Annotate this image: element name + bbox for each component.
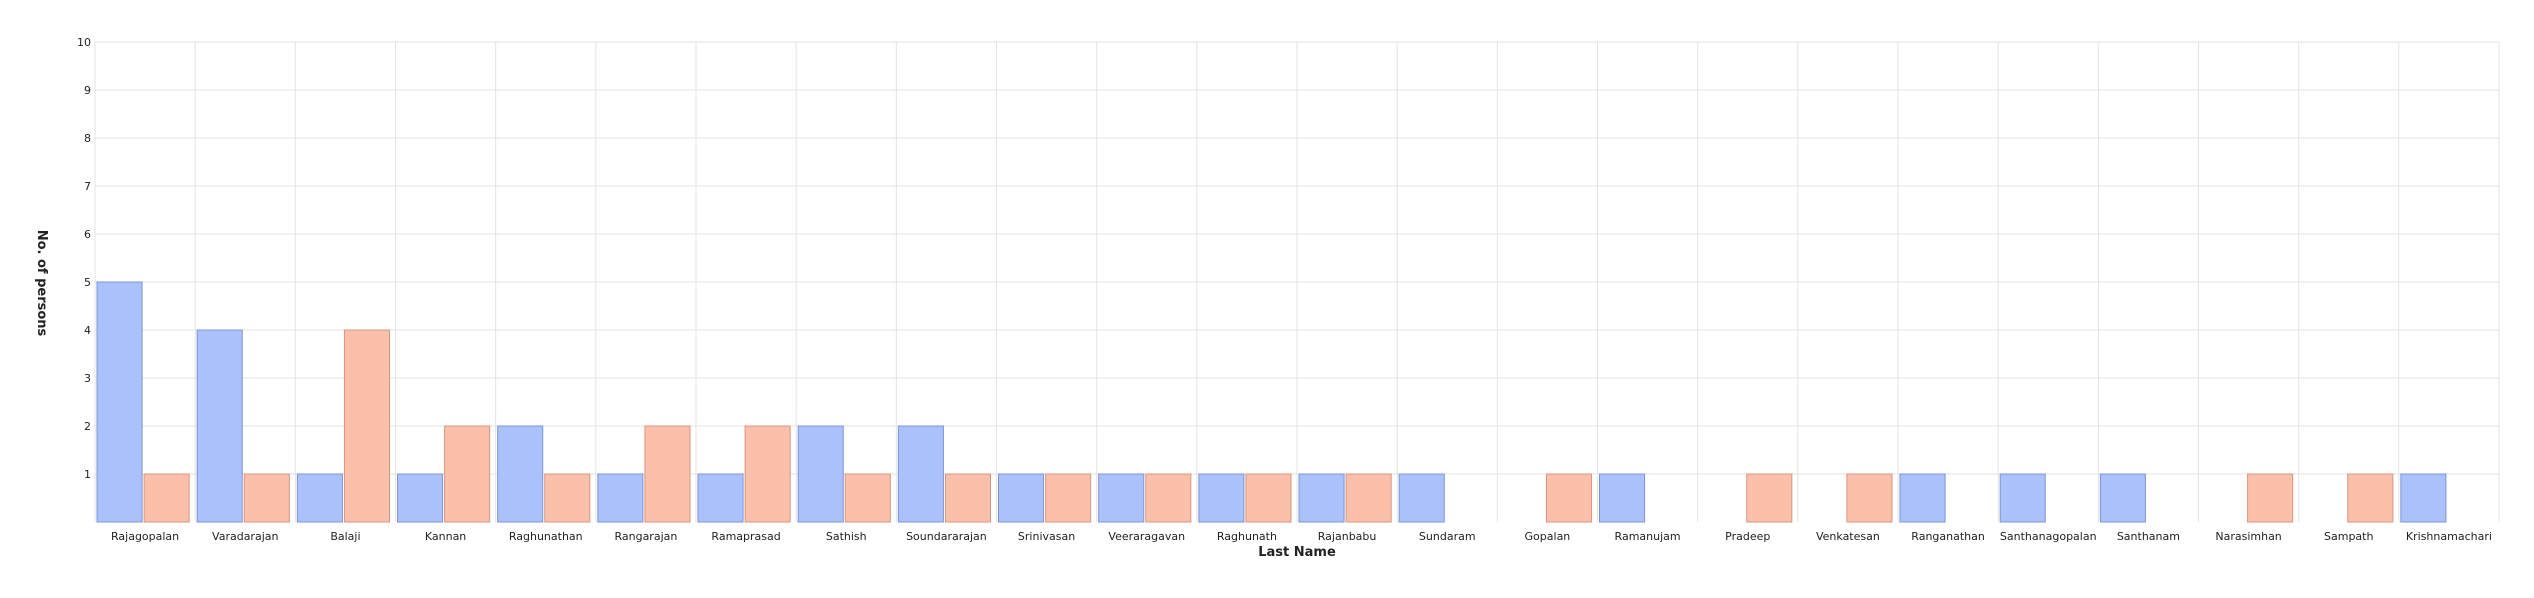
bar: [844, 473, 891, 523]
bar: [243, 473, 290, 523]
x-tick-label: Raghunathan: [509, 530, 583, 543]
bar: [897, 425, 944, 523]
bar: [1545, 473, 1592, 523]
bar: [1398, 473, 1445, 523]
y-tick-label: 8: [84, 132, 91, 145]
x-tick-label: Pradeep: [1725, 530, 1770, 543]
x-tick-label: Gopalan: [1525, 530, 1571, 543]
x-tick-label: Veeraragavan: [1108, 530, 1185, 543]
grid: [94, 41, 2500, 522]
bar: [1846, 473, 1893, 523]
x-tick-label: Srinivasan: [1018, 530, 1075, 543]
bar: [697, 473, 744, 523]
tick-labels: 1 2 3 4 5 6 7 8 9 10 Rajagopalan Varadarajan Balaji K…: [77, 36, 2492, 543]
bar: [96, 281, 143, 523]
y-axis-title: No. of persons: [34, 230, 49, 337]
bar: [1198, 473, 1245, 523]
x-tick-label: Narasimhan: [2215, 530, 2281, 543]
y-tick-label: 10: [77, 36, 91, 49]
x-tick-label: Raghunath: [1217, 530, 1277, 543]
bar: [944, 473, 992, 523]
x-tick-label: Sampath: [2324, 530, 2373, 543]
y-tick-label: 2: [84, 420, 91, 433]
y-tick-label: 6: [84, 228, 91, 241]
x-tick-label: Kannan: [425, 530, 466, 543]
bar: [444, 425, 491, 523]
bar: [1899, 473, 1946, 523]
x-tick-label: Rajagopalan: [111, 530, 179, 543]
bar: [1098, 473, 1145, 523]
x-tick-label: Venkatesan: [1816, 530, 1880, 543]
bar: [644, 425, 691, 523]
bar: [196, 329, 243, 523]
bar: [1298, 473, 1345, 523]
y-tick-label: 4: [84, 324, 91, 337]
bar: [2347, 473, 2394, 523]
x-tick-label: Varadarajan: [212, 530, 278, 543]
bar: [143, 473, 190, 523]
y-tick-label: 9: [84, 84, 91, 97]
y-tick-label: 3: [84, 372, 91, 385]
bar: [744, 425, 791, 523]
x-tick-label: Balaji: [330, 530, 360, 543]
bar: [343, 329, 390, 523]
x-tick-label: Ranganathan: [1911, 530, 1985, 543]
x-axis-title: Last Name: [1258, 545, 1336, 560]
bar: [544, 473, 591, 523]
bar: [1345, 473, 1392, 523]
x-tick-label: Ramanujam: [1615, 530, 1681, 543]
y-tick-label: 7: [84, 180, 91, 193]
bar: [1245, 473, 1292, 523]
x-tick-label: Sathish: [826, 530, 867, 543]
bar: [497, 425, 544, 523]
bar: [797, 425, 844, 523]
bar: [1746, 473, 1793, 523]
bar: [2400, 473, 2447, 523]
bar: [1045, 473, 1092, 523]
bar: [2247, 473, 2294, 523]
bar: [1599, 473, 1646, 523]
y-tick-label: 5: [84, 276, 91, 289]
x-tick-label: Soundararajan: [906, 530, 987, 543]
bar: [597, 473, 644, 523]
bar: [1145, 473, 1192, 523]
x-tick-label: Sundaram: [1419, 530, 1476, 543]
bar: [998, 473, 1045, 523]
y-tick-label: 1: [84, 468, 91, 481]
x-tick-label: Ramaprasad: [711, 530, 780, 543]
bar: [397, 473, 444, 523]
x-tick-label: Krishnamachari: [2406, 530, 2492, 543]
x-tick-label: Santhanagopalan: [2000, 530, 2097, 543]
bars: [96, 281, 2447, 523]
bar: [296, 473, 343, 523]
bar: [1999, 473, 2046, 523]
bar: [2099, 473, 2146, 523]
x-tick-label: Rangarajan: [614, 530, 677, 543]
x-tick-label: Santhanam: [2117, 530, 2180, 543]
x-tick-label: Rajanbabu: [1318, 530, 1377, 543]
